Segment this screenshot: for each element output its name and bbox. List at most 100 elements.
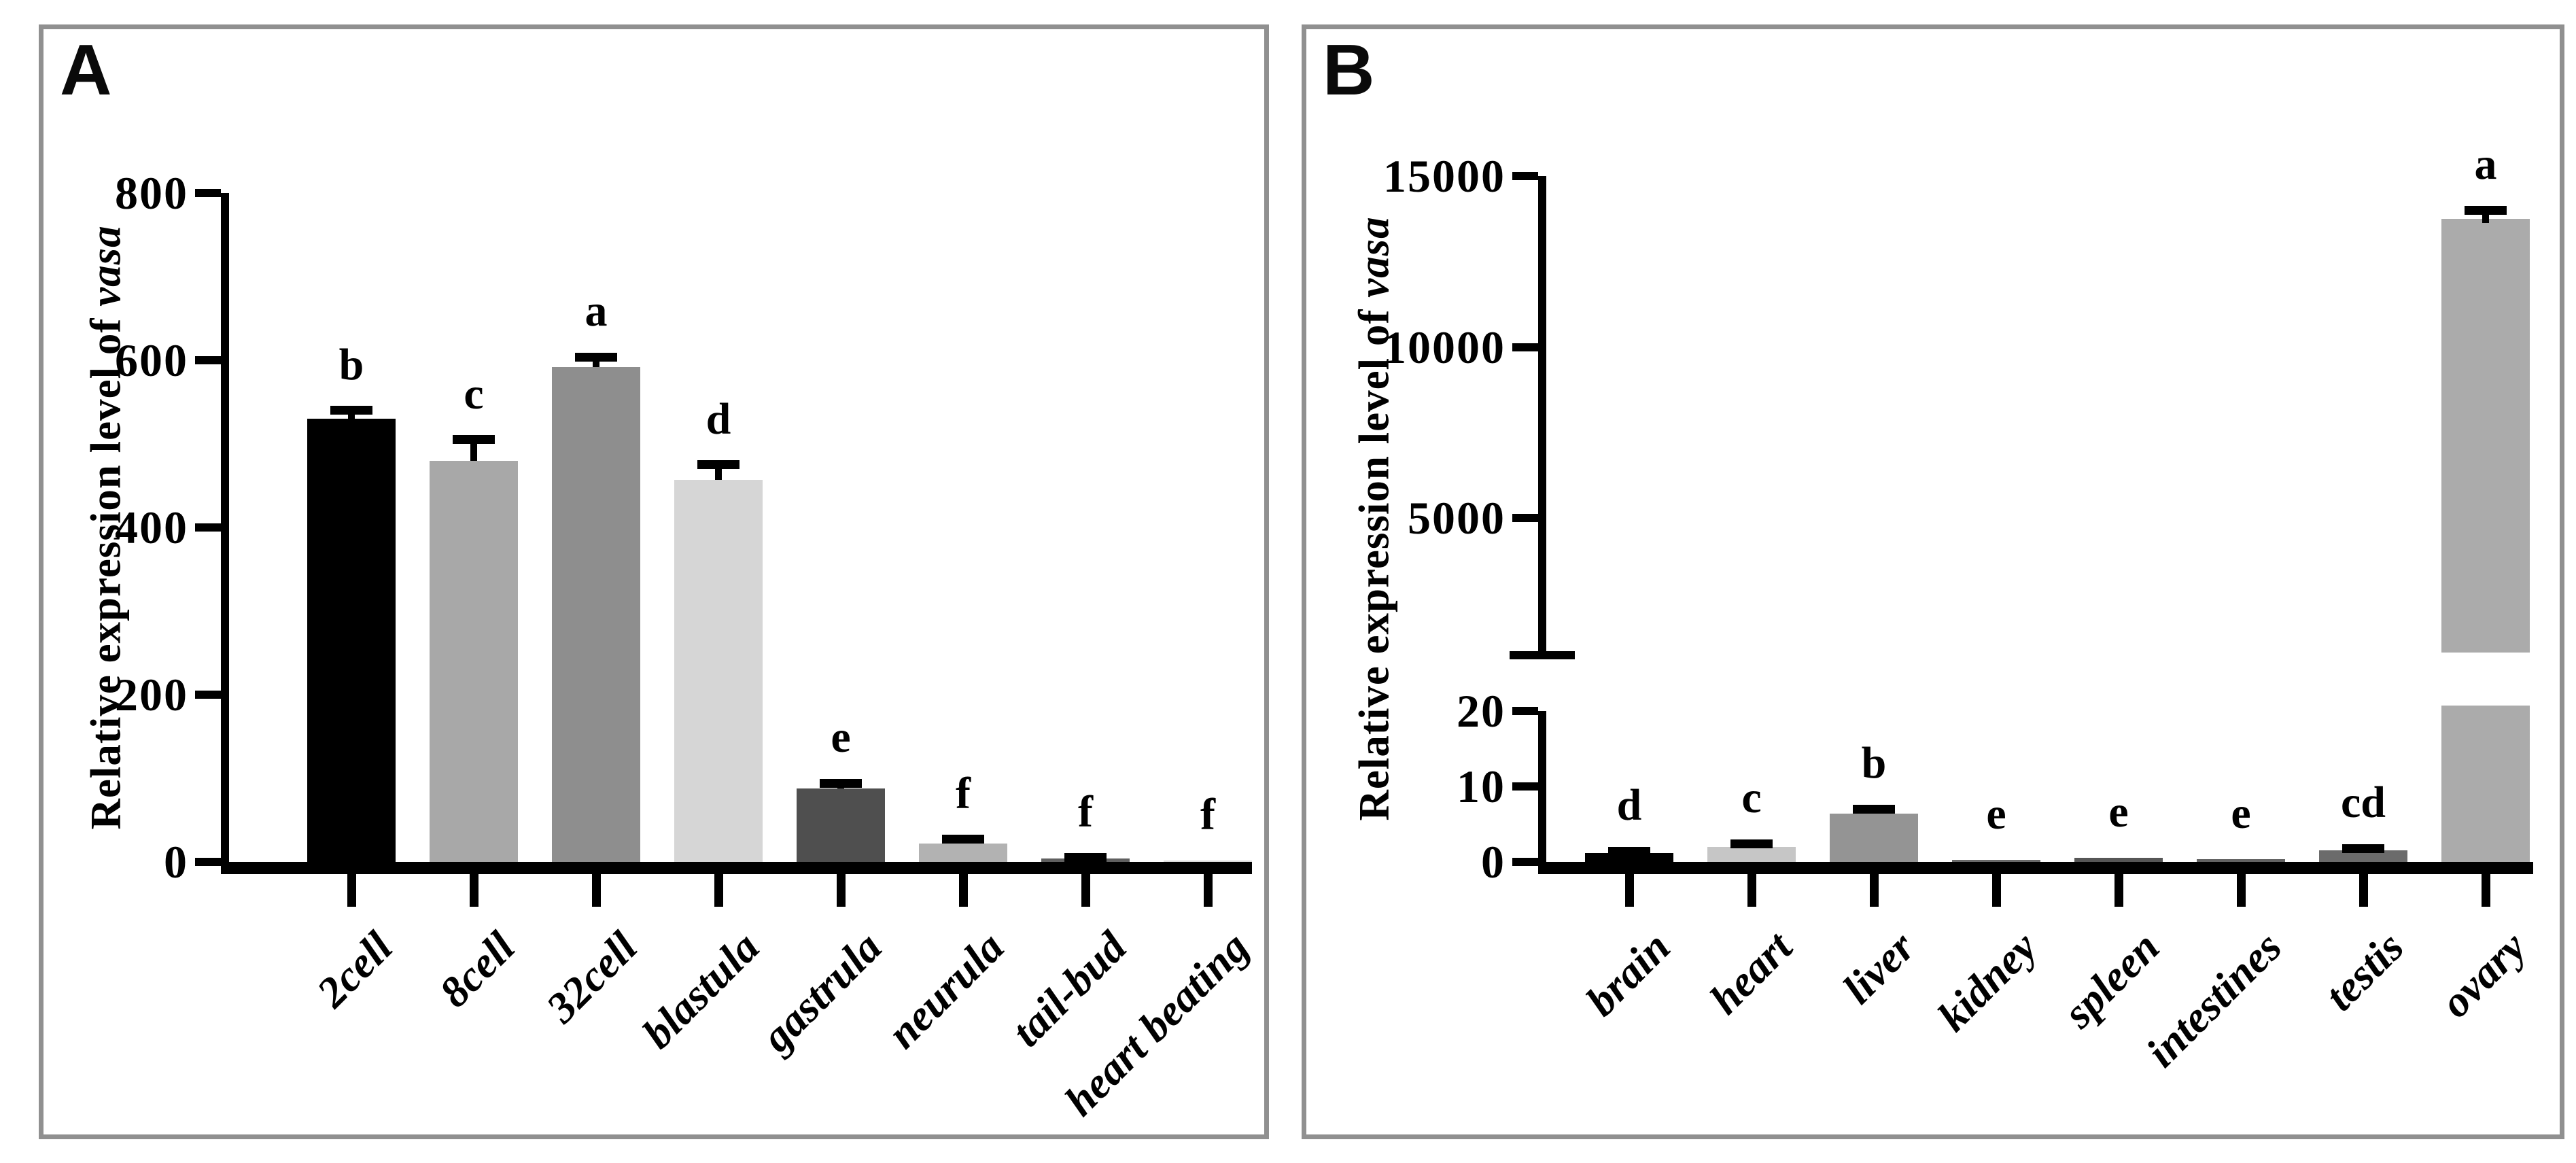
error-cap [330,406,372,415]
bar-neurula [919,843,1007,862]
y-tick-label: 20 [1457,685,1505,737]
bar-intestines [2197,858,2285,862]
y-axis-tick [195,189,221,197]
x-category-label: liver [1833,922,1924,1013]
sig-letter-8cell: c [464,368,484,419]
x-axis-line [1538,862,2533,874]
bar-kidney [1952,859,2040,862]
x-category-label: spleen [2054,922,2169,1037]
axis-break-tick [1510,651,1575,659]
y-axis-tick [1512,343,1538,351]
y-tick-label: 200 [115,669,188,721]
y-axis-tick [195,691,221,699]
x-category-label: ovary [2431,922,2536,1027]
sig-letter-neurula: f [956,768,971,818]
sig-letter-ovary: a [2474,139,2497,190]
y-tick-label: 0 [164,836,188,888]
y-axis-tick [1512,782,1538,791]
x-category-label: heart [1701,922,1802,1024]
x-category-label: kidney [1928,922,2047,1041]
error-cap [2342,844,2384,853]
bar-liver [1830,813,1918,862]
error-bar [715,464,722,480]
y-axis-tick [1512,707,1538,715]
bar-2cell [307,419,396,862]
sig-letter-intestines: e [2231,788,2251,838]
panel-b: B Relative expression level of vasa 5000… [1302,24,2564,1139]
bar-gastrula [797,788,885,862]
panel-b-label: B [1323,30,1375,110]
y-tick-label: 800 [115,167,188,219]
y-tick-label: 10000 [1383,321,1505,373]
error-cap [2465,205,2507,215]
x-axis-tick [347,874,356,907]
y-tick-label: 15000 [1383,150,1505,202]
sig-letter-testis: cd [2341,778,2386,828]
y-axis-tick [195,356,221,364]
sig-letter-gastrula: e [831,712,851,763]
x-axis-tick [2481,874,2490,907]
sig-letter-brain: d [1616,780,1642,831]
y-axis-tick [1512,514,1538,522]
bar-ovary-lower [2441,706,2530,862]
x-axis-tick [2236,874,2246,907]
y-tick-label: 10 [1457,761,1505,812]
error-cap [1064,853,1107,863]
x-category-label: 8cell [430,922,524,1017]
sig-letter-2cell: b [338,339,364,389]
x-category-label: brain [1576,922,1679,1025]
error-cap [942,835,984,844]
x-axis-tick [958,874,968,907]
x-axis-tick [1081,874,1090,907]
error-cap [1853,804,1895,814]
error-cap [697,460,739,470]
y-axis-tick [195,523,221,532]
y-tick-label: 600 [115,334,188,386]
sig-letter-32cell: a [585,286,608,336]
x-axis-tick [1869,874,1879,907]
error-bar [2482,210,2489,223]
bar-testis [2319,850,2407,862]
sig-letter-spleen: e [2108,787,2129,837]
y-tick-label: 0 [1481,836,1505,888]
sig-letter-liver: b [1861,738,1887,788]
error-bar [470,439,477,461]
y-axis-tick [1512,858,1538,866]
bar-heart [1707,846,1796,862]
x-category-label: 2cell [307,922,402,1017]
x-axis-tick [836,874,846,907]
y-axis-tick [1512,172,1538,180]
bar-8cell [430,460,518,862]
x-axis-tick [1991,874,2001,907]
error-cap [575,352,617,362]
y-axis-tick [195,858,221,866]
bar-spleen [2074,858,2163,862]
x-axis-tick [591,874,601,907]
bar-brain [1585,852,1673,862]
bar-ovary-upper [2441,218,2530,653]
x-axis-tick [2114,874,2123,907]
error-cap [1608,846,1650,856]
y-tick-label: 5000 [1408,492,1505,544]
error-cap [1730,839,1773,848]
plot-area-a: 0 200 400 600 800 b 2cell c 8cell a 32cell d blastul… [43,29,1264,1134]
x-axis-tick [1747,874,1756,907]
x-category-label: testis [2316,922,2414,1020]
x-axis-line [221,862,1252,874]
y-tick-label: 400 [115,502,188,553]
error-cap [820,778,862,788]
plot-area-b: 5000 10000 15000 0 10 20 d brain c heart b liver e ki… [1306,29,2560,1134]
sig-letter-blastula: d [706,394,731,444]
bar-blastula [674,479,763,862]
x-axis-tick [1203,874,1213,907]
sig-letter-kidney: e [1986,788,2006,839]
y-axis-line [1538,711,1546,874]
x-axis-tick [469,874,478,907]
y-axis-line [1538,176,1546,655]
error-bar [593,357,599,367]
panel-a: A Relative expression level of vasa 0 200… [39,24,1269,1139]
y-axis-line [221,193,229,874]
sig-letter-heart-beating: f [1200,789,1215,839]
x-category-label: gastrula [752,922,891,1061]
x-category-label: intestines [2137,922,2291,1077]
